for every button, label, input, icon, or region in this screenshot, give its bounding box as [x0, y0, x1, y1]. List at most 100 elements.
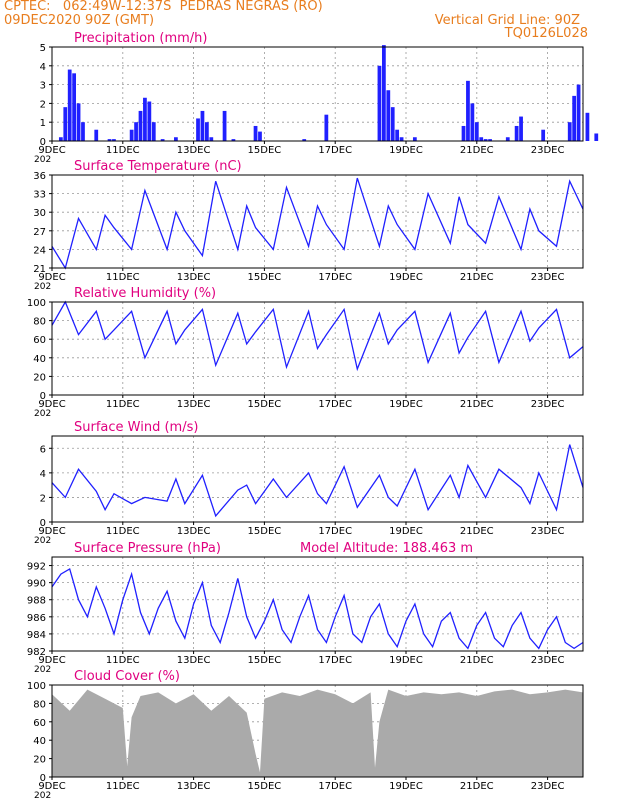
- x-tick-label: 17DEC: [318, 145, 352, 156]
- y-tick-label: 27: [33, 227, 46, 238]
- panel-title: Cloud Cover (%): [74, 669, 180, 684]
- panel-frame: [51, 301, 584, 396]
- precip-bar: [63, 107, 68, 141]
- x-tick-label: 21DEC: [460, 145, 494, 156]
- panel-frame: [51, 46, 584, 142]
- x-tick-label: 11DEC: [106, 526, 140, 537]
- precip-bar: [112, 139, 116, 141]
- y-tick-label: 20: [33, 755, 46, 766]
- y-tick-label: 36: [33, 171, 46, 182]
- precip-bar: [585, 112, 590, 141]
- precip-bar: [134, 122, 138, 141]
- precip-bar: [324, 114, 329, 141]
- x-tick-label: 15DEC: [248, 272, 282, 283]
- x-tick-label: 15DEC: [248, 399, 282, 410]
- precip-bar: [160, 139, 165, 141]
- precip-bar: [258, 131, 262, 141]
- x-tick-label: 19DEC: [389, 399, 423, 410]
- precip-bar: [200, 110, 205, 141]
- x-tick-label: 15DEC: [248, 526, 282, 537]
- precip-bar: [147, 101, 152, 141]
- y-tick-label: 33: [33, 190, 46, 201]
- header-run-date: 09DEC2020 90Z (GMT): [4, 13, 155, 28]
- y-tick-label: 40: [33, 736, 46, 747]
- x-year-label: 202: [34, 155, 51, 165]
- y-tick-label: 3: [40, 81, 46, 92]
- precip-bar: [386, 90, 391, 141]
- panel-frame: [51, 435, 584, 523]
- series-line: [51, 444, 584, 518]
- x-tick-label: 21DEC: [460, 526, 494, 537]
- precip-bar: [67, 69, 72, 141]
- precip-bar: [461, 125, 466, 141]
- precip-bar: [81, 122, 85, 141]
- x-tick-label: 17DEC: [318, 526, 352, 537]
- precip-bar: [302, 139, 307, 141]
- panel-frame: [51, 556, 584, 652]
- x-year-label: 202: [34, 536, 51, 546]
- header-code: TQ0126L028: [504, 26, 588, 41]
- x-tick-label: 21DEC: [460, 272, 494, 283]
- y-tick-label: 0: [40, 773, 46, 784]
- x-tick-label: 19DEC: [389, 781, 423, 792]
- panel-title: Surface Wind (m/s): [74, 420, 198, 435]
- x-tick-label: 13DEC: [177, 655, 211, 666]
- precip-bar: [377, 65, 382, 141]
- x-tick-label: 21DEC: [460, 655, 494, 666]
- precip-bar: [381, 45, 386, 142]
- precip-bar: [231, 139, 236, 141]
- y-tick-label: 21: [33, 264, 46, 275]
- x-tick-label: 17DEC: [318, 781, 352, 792]
- panel-title: Relative Humidity (%): [74, 286, 216, 301]
- x-tick-label: 9DEC: [38, 655, 65, 666]
- y-tick-label: 6: [40, 444, 46, 455]
- precip-bar: [143, 97, 147, 141]
- x-tick-label: 23DEC: [531, 145, 565, 156]
- x-tick-label: 23DEC: [531, 399, 565, 410]
- x-tick-label: 9DEC: [38, 145, 65, 156]
- x-tick-label: 13DEC: [177, 526, 211, 537]
- y-tick-label: 40: [33, 354, 46, 365]
- precip-bar: [222, 110, 227, 141]
- x-tick-label: 19DEC: [389, 145, 423, 156]
- series-line: [51, 568, 584, 650]
- y-tick-label: 2: [40, 99, 46, 110]
- x-tick-label: 9DEC: [38, 781, 65, 792]
- precip-bar: [107, 139, 112, 141]
- y-tick-label: 100: [27, 298, 46, 309]
- precip-bar: [514, 125, 519, 141]
- header-station: CPTEC: 062:49W-12:37S PEDRAS NEGRAS (RO): [4, 0, 323, 14]
- panel-title: Surface Pressure (hPa): [74, 541, 221, 556]
- precip-bar: [594, 133, 599, 141]
- y-tick-label: 60: [33, 718, 46, 729]
- x-tick-label: 17DEC: [318, 272, 352, 283]
- y-tick-label: 4: [40, 469, 46, 480]
- x-tick-label: 23DEC: [531, 526, 565, 537]
- precip-bar: [209, 137, 214, 141]
- precip-bar: [519, 116, 523, 141]
- precip-bar: [479, 137, 484, 141]
- x-tick-label: 9DEC: [38, 399, 65, 410]
- precip-bar: [395, 129, 400, 141]
- x-tick-label: 13DEC: [177, 781, 211, 792]
- y-tick-label: 20: [33, 372, 46, 383]
- y-tick-label: 0: [40, 518, 46, 529]
- panel-frame: [51, 174, 584, 269]
- precip-bar: [483, 139, 488, 141]
- precip-bar: [72, 73, 77, 141]
- y-tick-label: 60: [33, 335, 46, 346]
- precip-bar: [572, 95, 577, 141]
- precip-bar: [390, 107, 395, 141]
- x-year-label: 202: [34, 665, 51, 675]
- x-tick-label: 19DEC: [389, 272, 423, 283]
- precip-bar: [204, 122, 209, 141]
- x-tick-label: 21DEC: [460, 399, 494, 410]
- x-tick-label: 9DEC: [38, 526, 65, 537]
- precip-bar: [505, 137, 510, 141]
- x-tick-label: 13DEC: [177, 145, 211, 156]
- y-tick-label: 992: [27, 562, 46, 573]
- x-tick-label: 17DEC: [318, 399, 352, 410]
- panel-frame: [51, 684, 584, 778]
- precip-bar: [470, 103, 475, 141]
- y-tick-label: 990: [27, 579, 46, 590]
